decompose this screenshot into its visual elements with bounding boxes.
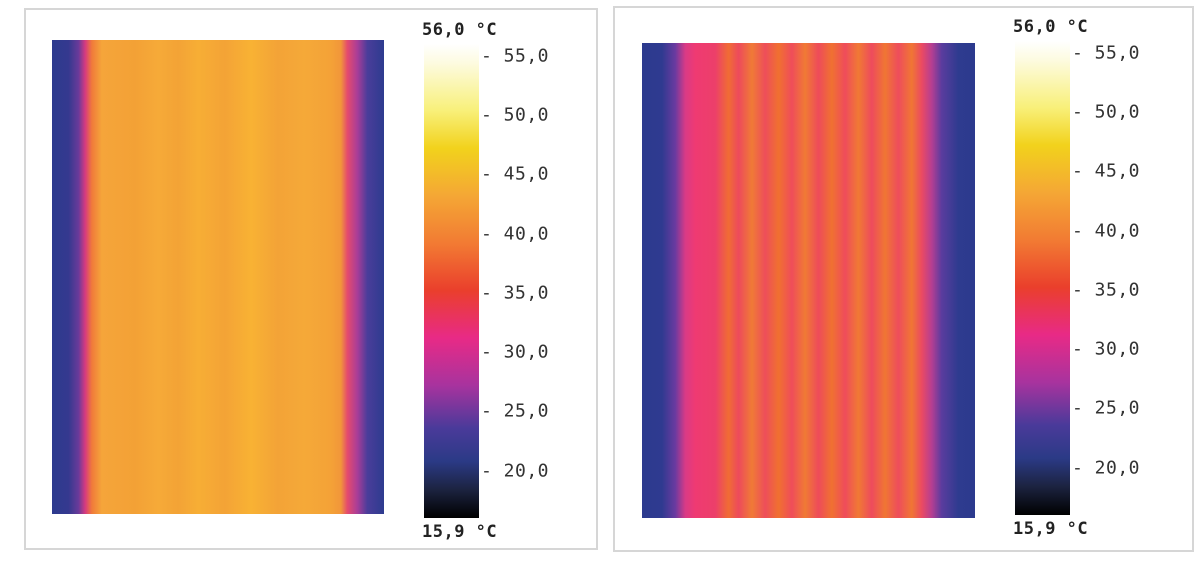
scale-ticks: - 55,0 - 50,0 - 45,0 - 40,0 - 35,0 - 30,… xyxy=(481,44,551,518)
scale-ticks: - 55,0 - 50,0 - 45,0 - 40,0 - 35,0 - 30,… xyxy=(1072,41,1142,515)
scale-tick: - 55,0 xyxy=(481,45,550,67)
scale-tick: - 25,0 xyxy=(481,400,550,422)
scale-tick: - 45,0 xyxy=(481,163,550,185)
scale-tick: - 55,0 xyxy=(1072,42,1141,64)
thermal-image-right xyxy=(642,43,975,518)
temperature-scale-left: 56,0 °C - 55,0 - 50,0 - 45,0 - 40,0 - 35… xyxy=(422,20,549,542)
thermal-image-left xyxy=(52,40,384,514)
temperature-scale-right: 56,0 °C - 55,0 - 50,0 - 45,0 - 40,0 - 35… xyxy=(1013,17,1140,539)
scale-tick: - 25,0 xyxy=(1072,397,1141,419)
scale-tick: - 35,0 xyxy=(1072,279,1141,301)
scale-max-label: 56,0 °C xyxy=(1013,17,1089,37)
color-bar xyxy=(1015,41,1070,515)
scale-tick: - 35,0 xyxy=(481,282,550,304)
scale-tick: - 50,0 xyxy=(481,104,550,126)
scale-max-label: 56,0 °C xyxy=(422,20,498,40)
scale-tick: - 40,0 xyxy=(481,223,550,245)
scale-tick: - 20,0 xyxy=(481,460,550,482)
scale-tick: - 45,0 xyxy=(1072,160,1141,182)
scale-min-label: 15,9 °C xyxy=(422,522,498,542)
thermal-panel-left: 56,0 °C - 55,0 - 50,0 - 45,0 - 40,0 - 35… xyxy=(24,8,598,550)
color-bar xyxy=(424,44,479,518)
thermal-panel-right: 56,0 °C - 55,0 - 50,0 - 45,0 - 40,0 - 35… xyxy=(613,6,1194,552)
scale-tick: - 30,0 xyxy=(481,341,550,363)
scale-tick: - 30,0 xyxy=(1072,338,1141,360)
scale-tick: - 20,0 xyxy=(1072,457,1141,479)
scale-tick: - 40,0 xyxy=(1072,220,1141,242)
scale-min-label: 15,9 °C xyxy=(1013,519,1089,539)
scale-tick: - 50,0 xyxy=(1072,101,1141,123)
